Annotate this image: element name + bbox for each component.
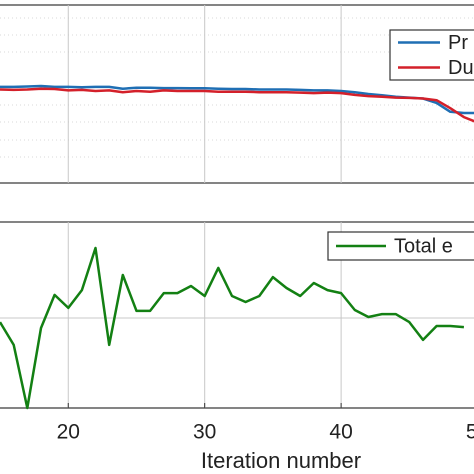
series-line [0,87,474,123]
minor-grid [0,17,474,319]
legend-label: Du [448,57,474,79]
series-line [0,246,465,410]
x-tick-label: 30 [193,421,216,444]
top-axes-frame [0,4,474,409]
legend-box [389,29,474,81]
x-tick-label: 50 [466,421,474,444]
legend-label: Pr [448,32,468,54]
x-tick-label: 20 [57,421,80,444]
legend-label: Total e [394,235,453,257]
x-axis-label: Iteration number [201,448,361,473]
x-tick-label: 40 [329,421,352,444]
